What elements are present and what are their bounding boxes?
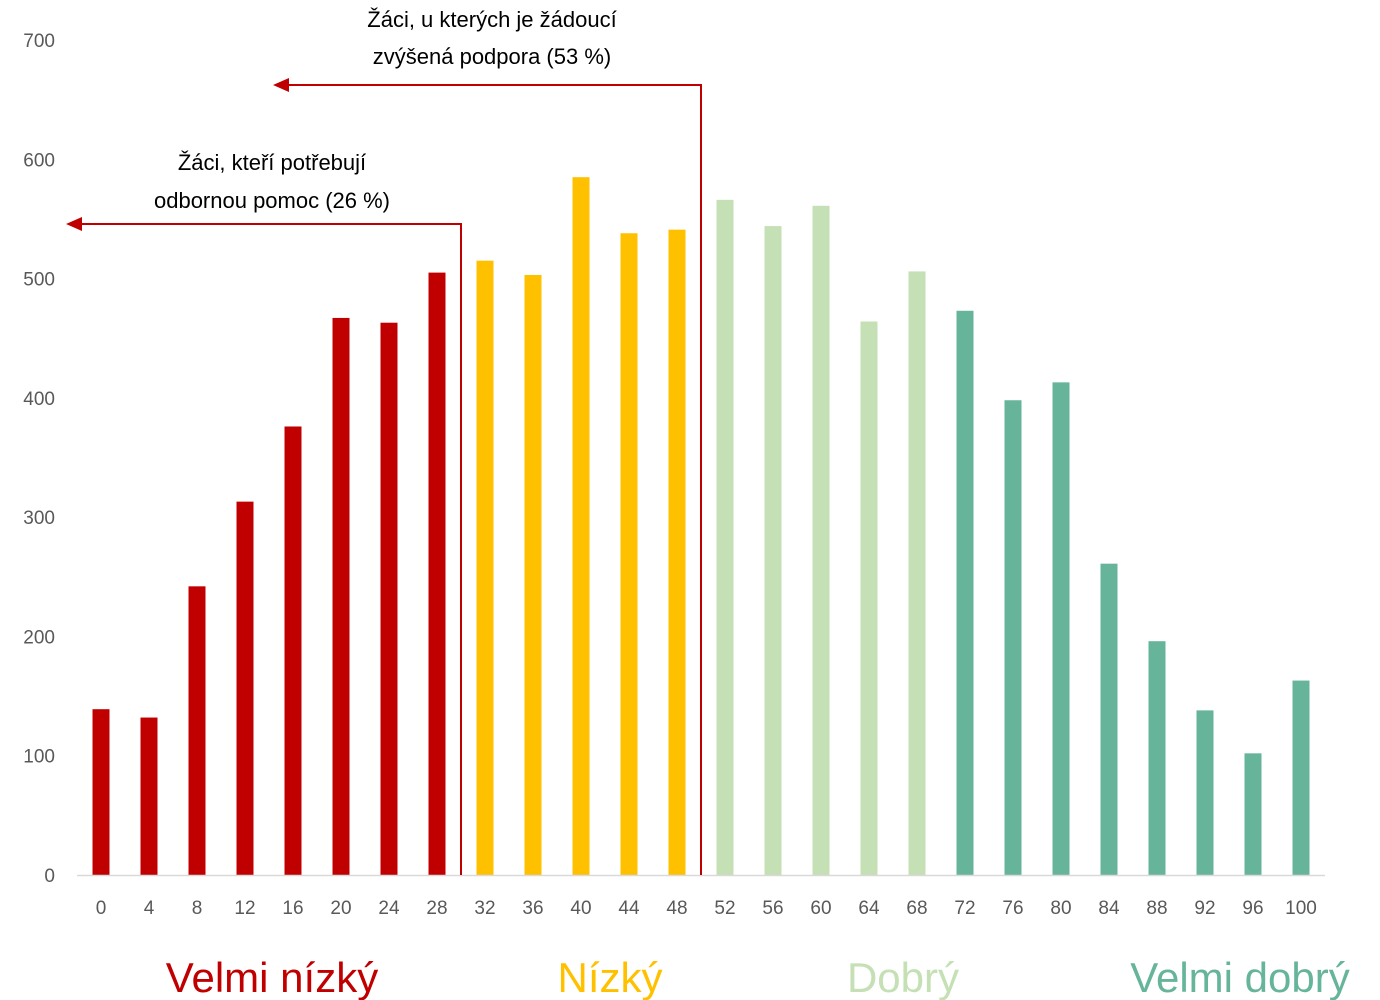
y-tick-label: 500 — [23, 270, 55, 291]
x-tick-label: 64 — [858, 898, 880, 919]
bar-20 — [332, 317, 350, 876]
x-tick-label: 60 — [810, 898, 831, 919]
bar-12 — [236, 501, 254, 875]
x-tick-label: 56 — [762, 898, 783, 919]
annotation-26-bracket — [78, 223, 462, 875]
bar-40 — [572, 177, 590, 875]
label-nizky: Nízký — [558, 954, 663, 1000]
x-tick-label: 12 — [234, 898, 255, 919]
annotation-26-line1: Žáci, kteří potřebují — [178, 150, 366, 175]
annotation-53-line2: zvýšená podpora (53 %) — [373, 44, 611, 69]
bar-52 — [716, 199, 734, 876]
x-tick-label: 52 — [714, 898, 735, 919]
bar-60 — [812, 205, 830, 876]
bar-8 — [188, 586, 206, 875]
x-tick-label: 92 — [1194, 898, 1215, 919]
bar-28 — [428, 272, 446, 875]
x-tick-label: 96 — [1242, 898, 1263, 919]
bar-64 — [860, 321, 878, 875]
y-tick-label: 700 — [23, 31, 55, 52]
annotation-53: Žáci, u kterých je žádoucí zvýšená podpo… — [273, 7, 702, 875]
x-tick-label: 32 — [474, 898, 495, 919]
annotation-26-arrowhead — [66, 217, 82, 231]
label-velmi-nizky: Velmi nízký — [166, 954, 378, 1000]
x-tick-label: 88 — [1146, 898, 1167, 919]
bars — [92, 177, 1310, 876]
x-tick-label: 16 — [282, 898, 303, 919]
x-tick-label: 36 — [522, 898, 543, 919]
bar-76 — [1004, 400, 1022, 875]
label-velmi-dobry: Velmi dobrý — [1130, 954, 1349, 1000]
x-tick-label: 0 — [96, 898, 107, 919]
annotation-53-bracket — [285, 84, 702, 875]
bar-72 — [956, 310, 974, 875]
x-tick-label: 20 — [330, 898, 351, 919]
bar-80 — [1052, 382, 1070, 875]
annotation-26: Žáci, kteří potřebují odbornou pomoc (26… — [66, 150, 462, 875]
bar-68 — [908, 271, 926, 875]
x-tick-label: 84 — [1098, 898, 1120, 919]
bar-32 — [476, 260, 494, 875]
x-tick-label: 80 — [1050, 898, 1071, 919]
y-tick-label: 200 — [23, 627, 55, 648]
x-tick-label: 24 — [378, 898, 400, 919]
x-tick-label: 40 — [570, 898, 591, 919]
x-tick-label: 100 — [1285, 898, 1317, 919]
x-axis-ticks: 0 4 8 12 16 20 24 28 32 36 40 44 48 52 56 60 64 68 72 76 80 8… — [96, 898, 1317, 919]
bar-48 — [668, 229, 686, 875]
annotation-53-arrowhead — [273, 78, 289, 92]
bar-96 — [1244, 753, 1262, 875]
bar-4 — [140, 717, 158, 875]
annotation-26-line2: odbornou pomoc (26 %) — [154, 188, 390, 213]
x-tick-label: 68 — [906, 898, 927, 919]
annotation-53-line1: Žáci, u kterých je žádoucí — [367, 7, 616, 32]
y-tick-label: 100 — [23, 747, 55, 768]
label-dobry: Dobrý — [847, 954, 959, 1000]
x-tick-label: 76 — [1002, 898, 1023, 919]
x-tick-label: 8 — [192, 898, 203, 919]
bar-24 — [380, 322, 398, 875]
x-tick-label: 48 — [666, 898, 687, 919]
bar-100 — [1292, 680, 1310, 875]
bar-56 — [764, 226, 782, 876]
bar-0 — [92, 709, 110, 875]
bar-16 — [284, 426, 302, 875]
y-tick-label: 600 — [23, 150, 55, 171]
bar-44 — [620, 233, 638, 875]
bar-84 — [1100, 563, 1118, 875]
y-tick-label: 400 — [23, 389, 55, 410]
y-tick-label: 0 — [44, 866, 55, 887]
bar-92 — [1196, 710, 1214, 875]
x-tick-label: 4 — [144, 898, 155, 919]
x-tick-label: 72 — [954, 898, 975, 919]
y-tick-label: 300 — [23, 508, 55, 529]
bar-88 — [1148, 641, 1166, 875]
y-axis-ticks: 0 100 200 300 400 500 600 700 — [23, 31, 55, 887]
x-tick-label: 28 — [426, 898, 447, 919]
x-tick-label: 44 — [618, 898, 640, 919]
bar-36 — [524, 274, 542, 875]
